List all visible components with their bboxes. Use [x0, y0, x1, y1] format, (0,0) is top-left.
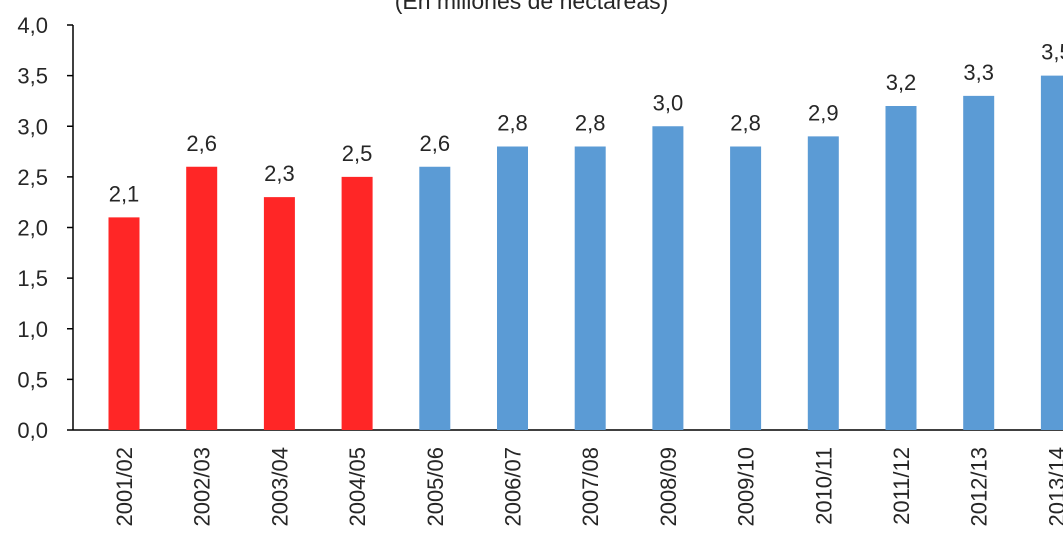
- y-tick-label: 1,0: [17, 317, 48, 342]
- data-label: 3,5: [1041, 40, 1063, 65]
- y-tick-label: 2,0: [17, 216, 48, 241]
- x-tick-label: 2004/05: [345, 447, 370, 527]
- y-tick-label: 2,5: [17, 165, 48, 190]
- x-tick-label: 2005/06: [423, 447, 448, 527]
- chart-title: (En millones de hectáreas): [0, 0, 1063, 15]
- x-axis-labels: 2001/02 2002/03 2003/04 2004/05 2005/06 2006/…: [112, 447, 1063, 527]
- data-label: 2,8: [497, 111, 528, 136]
- bar: [886, 106, 917, 430]
- x-tick-label: 2013/14: [1044, 447, 1063, 527]
- x-tick-label: 2009/10: [734, 447, 759, 527]
- x-tick-label: 2002/03: [190, 447, 215, 527]
- bar: [419, 167, 450, 430]
- data-label: 2,6: [186, 131, 217, 156]
- bar: [497, 147, 528, 431]
- bar: [342, 177, 373, 430]
- bar: [264, 197, 295, 430]
- x-tick-label: 2011/12: [889, 447, 914, 525]
- y-tick-label: 3,5: [17, 64, 48, 89]
- data-label: 2,1: [109, 181, 140, 206]
- x-tick-label: 2012/13: [967, 447, 992, 527]
- bar: [963, 96, 994, 430]
- y-tick-label: 0,0: [17, 418, 48, 443]
- data-label: 2,8: [575, 111, 606, 136]
- data-label: 2,8: [730, 111, 761, 136]
- bar: [730, 147, 761, 431]
- y-tick-label: 1,5: [17, 266, 48, 291]
- data-label: 2,3: [264, 161, 295, 186]
- y-axis-ticks: 0,0 0,5 1,0 1,5 2,0 2,5 3,0 3,5 4,0: [17, 13, 73, 443]
- bar: [186, 167, 217, 430]
- x-tick-label: 2007/08: [578, 447, 603, 527]
- bar: [575, 147, 606, 431]
- bar: [808, 136, 839, 430]
- data-label: 3,0: [653, 90, 684, 115]
- x-tick-label: 2003/04: [267, 447, 292, 527]
- bar: [652, 126, 683, 430]
- y-tick-label: 3,0: [17, 114, 48, 139]
- x-tick-label: 2006/07: [501, 447, 526, 527]
- y-tick-label: 4,0: [17, 13, 48, 38]
- data-label: 3,3: [963, 60, 994, 85]
- data-label: 3,2: [886, 70, 917, 95]
- bar: [1041, 76, 1063, 430]
- x-tick-label: 2008/09: [656, 447, 681, 527]
- data-label: 2,5: [342, 141, 373, 166]
- x-tick-label: 2010/11: [811, 447, 836, 525]
- data-label: 2,9: [808, 100, 839, 125]
- bar: [109, 217, 140, 430]
- y-tick-label: 0,5: [17, 367, 48, 392]
- x-tick-label: 2001/02: [112, 447, 137, 527]
- data-label: 2,6: [420, 131, 451, 156]
